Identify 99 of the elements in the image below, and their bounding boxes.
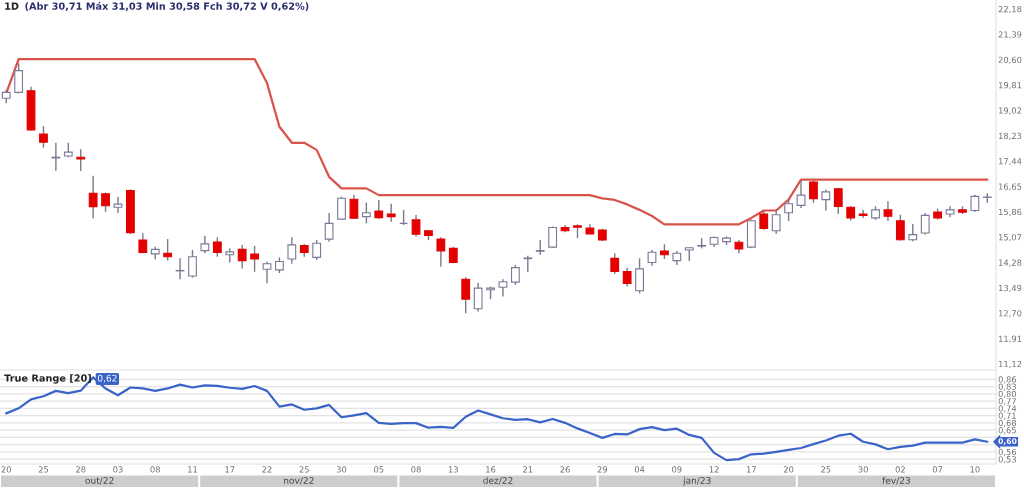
x-tick-label: 22 [262,466,272,473]
y-tick-label: 19,02 [999,107,1022,115]
x-tick-label: 17 [746,466,756,473]
y-tick-label: 19,81 [999,82,1022,90]
x-tick-label: 30 [858,466,868,473]
x-tick-label: 05 [374,466,384,473]
x-tick-label: 20 [1,466,11,473]
candlestick [237,244,247,270]
y-tick-label: 0,74 [998,405,1017,413]
candlestick [262,261,272,285]
y-tick-label: 0,80 [998,390,1017,398]
x-tick-label: 25 [38,466,49,473]
candlestick [771,209,781,235]
candlestick [312,239,322,261]
candlestick [510,264,520,286]
x-tick-label: 04 [634,466,645,473]
x-tick-label: 26 [560,466,570,473]
candlestick [821,188,831,212]
candlestick [374,199,384,220]
chart-title: True Range [20] [4,374,91,384]
x-tick-label: 08 [411,466,421,473]
candlestick [113,196,123,214]
candlestick [895,213,905,242]
y-tick-label: 0,71 [998,412,1016,420]
x-tick-label: 17 [225,466,235,473]
y-tick-label: 20,60 [998,56,1022,64]
x-tick-label: 08 [150,466,160,473]
x-tick-label: 10 [970,466,980,473]
text: dez/22 [483,476,513,485]
text: nov/22 [284,477,314,485]
candlestick [622,266,632,288]
y-tick-label: 14,28 [999,259,1022,267]
candlestick [796,179,806,209]
candlestick [324,212,334,243]
y-tick-label: 11,12 [999,360,1022,369]
y-tick-label: 17,44 [999,158,1022,166]
x-tick-label: 09 [672,466,682,473]
x-tick-label: 20 [783,466,794,473]
candlestick [461,276,471,314]
x-tick-label: 25 [299,466,309,473]
candlestick [858,209,868,219]
candlestick [759,210,769,231]
candlestick [337,196,346,221]
chart-subtitle: (Abr 30,71 Máx 31,03 Min 30,58 Fch 30,72 V 0,62%) [25,1,309,12]
text: jan/23 [682,476,711,486]
y-tick-label: 21,39 [998,31,1022,39]
candlestick [212,236,222,258]
y-tick-label: 0,77 [998,398,1016,406]
x-tick-label: 28 [76,466,86,473]
candlestick [498,278,508,298]
candlestick [436,236,446,268]
y-tick-label: 0,65 [998,427,1016,435]
y-tick-label: 22,18 [998,5,1022,14]
candlestick [188,249,197,279]
candlestick [833,187,843,215]
text: out/22 [85,477,114,485]
candlestick [411,214,421,238]
text: fev/23 [882,476,910,485]
chart-title: 1D [5,2,19,10]
x-tick-label: 16 [486,466,496,473]
candlestick [473,282,483,313]
candlestick [920,212,930,236]
y-tick-label: 0,53 [998,456,1016,464]
y-tick-label: 16,65 [999,183,1022,191]
y-tick-label: 11,91 [999,335,1022,343]
line-series [5,376,989,462]
candlestick [14,62,24,95]
candlestick [250,245,259,273]
y-tick-label: 0,68 [998,419,1017,427]
y-tick-label: 15,07 [999,234,1022,242]
x-tick-label: 25 [821,466,831,473]
x-tick-label: 11 [188,466,198,473]
candlestick [610,252,620,275]
candlestick [883,200,893,222]
x-tick-label: 03 [113,466,123,473]
x-tick-label: 30 [336,466,347,473]
y-tick-label: 18,23 [999,132,1022,140]
y-tick-label: 0,83 [998,383,1016,391]
y-tick-label: 0,56 [998,448,1017,457]
candlestick [51,142,61,172]
candlestick [635,257,644,294]
candlestick [39,125,48,149]
candlestick [349,194,359,220]
candlestick [163,238,173,262]
candlestick [287,236,297,265]
x-tick-label: 12 [709,466,719,473]
candlestick [361,201,371,225]
x-tick-label: 13 [448,466,458,473]
x-tick-label: 07 [932,466,943,473]
candlestick [88,175,98,219]
candlestick [784,197,794,222]
x-tick-label: 29 [597,466,608,473]
y-tick-label: 12,70 [999,310,1022,318]
x-tick-label: 02 [895,466,905,473]
y-tick-label: 13,49 [999,284,1022,292]
x-tick-label: 21 [523,466,533,473]
y-tick-label: 0,86 [998,376,1017,384]
y-tick-label: 15,86 [999,208,1022,216]
annotation: 0,62 [97,374,117,383]
